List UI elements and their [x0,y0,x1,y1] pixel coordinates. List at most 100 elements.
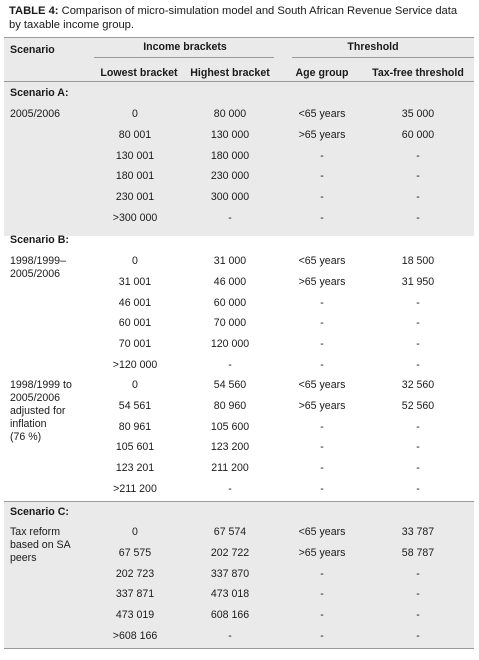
tax-free-threshold-cell: - [416,462,420,475]
age-group-cell: - [320,483,324,495]
age-group-cell: - [320,609,324,622]
tax-free-threshold-cell: 35 000 [401,108,435,120]
highest-bracket-cell: 608 166 [210,609,250,622]
age-group-cell: <65 years [298,526,346,538]
age-group-cell: >65 years [298,275,346,288]
tax-free-threshold-cell: - [416,441,420,454]
highest-bracket-cell: 60 000 [213,296,247,309]
age-group-cell: <65 years [298,255,346,267]
age-group-cell: - [320,191,324,204]
lowest-bracket-cell: 80 001 [118,128,152,141]
lowest-bracket-cell: 70 001 [118,338,152,351]
header-threshold: Threshold [347,41,399,53]
highest-bracket-cell: - [228,630,232,642]
age-group-cell: - [320,420,324,433]
age-group-cell: - [320,630,324,642]
age-group-cell: - [320,567,324,580]
lowest-bracket-cell: 337 871 [115,588,155,601]
lowest-bracket-cell: 230 001 [115,191,155,204]
tax-free-threshold-cell: - [416,296,420,309]
age-group-cell: >65 years [298,128,346,141]
age-group-cell: - [320,170,324,183]
scenario-c-band [4,501,474,649]
table-bottom-rule [4,648,474,649]
highest-bracket-cell: 80 000 [213,108,247,120]
highest-bracket-cell: 105 600 [210,420,250,433]
header-scenario: Scenario [10,44,55,56]
highest-bracket-cell: 54 560 [213,379,247,391]
age-group-cell: <65 years [298,108,346,120]
tax-free-threshold-cell: - [416,170,420,183]
tax-free-threshold-cell: - [416,212,420,224]
age-group-cell: - [320,588,324,601]
lowest-bracket-cell: >211 200 [113,483,157,495]
tax-free-threshold-cell: - [416,588,420,601]
tax-free-threshold-cell: - [416,191,420,204]
lowest-bracket-cell: 130 001 [115,149,155,162]
lowest-bracket-cell: 123 201 [115,462,155,475]
highest-bracket-cell: 211 200 [211,462,249,475]
scenario-a-title: Scenario A: [10,87,69,99]
age-group-cell: <65 years [298,379,346,391]
lowest-bracket-cell: 31 001 [118,275,152,288]
age-group-cell: >65 years [298,546,346,559]
age-group-cell: - [320,212,324,224]
table-caption: TABLE 4: Comparison of micro-simulation … [9,4,471,32]
lowest-bracket-cell: >120 000 [112,359,158,371]
lowest-bracket-cell: >300 000 [112,212,158,224]
table-label: TABLE 4: [9,5,59,17]
highest-bracket-cell: - [228,483,232,495]
highest-bracket-cell: 31 000 [213,255,247,267]
tax-free-threshold-cell: - [416,149,420,162]
header-lowest-bracket: Lowest bracket [100,67,178,79]
table-caption-text: Comparison of micro-simulation model and… [9,5,458,31]
scenario-c-label: Tax reform based on SA peers [10,526,71,564]
scenario-b2-label: 1998/1999 to 2005/2006 adjusted for infl… [10,379,72,443]
age-group-cell: - [320,462,324,475]
highest-bracket-cell: 67 574 [213,526,247,538]
tax-free-threshold-cell: - [416,630,420,642]
age-group-cell: - [320,317,324,330]
tax-free-threshold-cell: - [416,483,420,495]
tax-free-threshold-cell: 60 000 [401,128,435,141]
lowest-bracket-cell: 0 [132,108,138,120]
age-group-cell: - [320,149,324,162]
tax-free-threshold-cell: 18 500 [401,255,435,267]
age-group-cell: - [320,359,324,371]
tax-free-threshold-cell: - [416,317,420,330]
lowest-bracket-cell: 80 961 [118,420,152,433]
age-group-cell: - [320,441,324,454]
scenario-c-title: Scenario C: [10,506,69,518]
lowest-bracket-cell: 54 561 [118,399,152,412]
highest-bracket-cell: 202 722 [210,546,250,559]
lowest-bracket-cell: 473 019 [115,609,155,622]
scenario-a-label: 2005/2006 [10,108,61,120]
highest-bracket-cell: 300 000 [210,191,250,204]
lowest-bracket-cell: 105 601 [115,441,155,454]
lowest-bracket-cell: 180 001 [115,170,155,183]
header-age-group: Age group [295,67,349,79]
highest-bracket-cell: 337 870 [210,567,250,580]
header-tax-free-threshold: Tax-free threshold [372,67,464,79]
tax-free-threshold-cell: 31 950 [401,275,435,288]
header-band [4,37,474,82]
scenario-b1-label: 1998/1999– 2005/2006 [10,255,66,280]
highest-bracket-cell: 473 018 [210,588,250,601]
lowest-bracket-cell: 202 723 [115,567,155,580]
highest-bracket-cell: - [228,212,232,224]
tax-free-threshold-cell: 33 787 [401,526,435,538]
tax-free-threshold-cell: 32 560 [401,379,435,391]
age-group-cell: - [320,338,324,351]
tax-free-threshold-cell: 52 560 [401,399,435,412]
lowest-bracket-cell: 0 [132,526,138,538]
lowest-bracket-cell: 60 001 [118,317,152,330]
income-brackets-rule [94,57,274,58]
lowest-bracket-cell: 46 001 [118,296,152,309]
scenario-a-band [4,81,474,236]
header-income-brackets: Income brackets [143,41,227,53]
lowest-bracket-cell: >608 166 [112,630,158,642]
highest-bracket-cell: 123 200 [210,441,250,454]
tax-free-threshold-cell: - [416,359,420,371]
threshold-rule [292,57,474,58]
